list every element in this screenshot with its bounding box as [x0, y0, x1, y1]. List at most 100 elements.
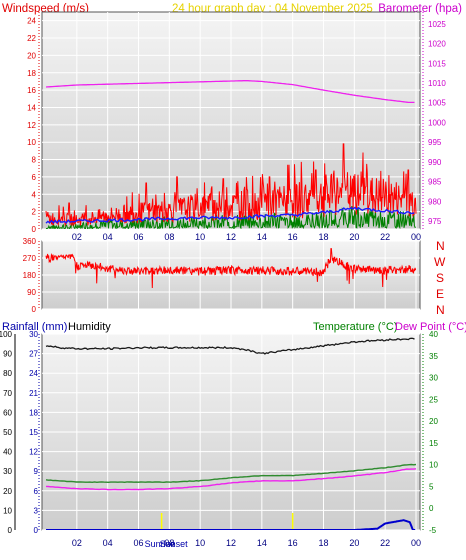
direction-y-tick-label: 360: [23, 237, 37, 246]
x-tick-label-lower: 20: [349, 538, 359, 548]
x-tick-label-wind: 14: [257, 232, 267, 242]
barometer-y-tick-label: 980: [428, 197, 442, 206]
barometer-y-tick-label: 1000: [428, 118, 446, 127]
temperature-y-tick-label: 15: [429, 439, 438, 448]
compass-label-e: E: [436, 287, 444, 301]
barometer-y-tick-label: 1015: [428, 59, 446, 68]
temperature-title: Temperature (°C): [313, 321, 397, 333]
rain-y-tick-label: 9: [34, 467, 39, 476]
barometer-y-tick-label: 1020: [428, 40, 446, 49]
axis-labels: 0202040406060808101012121414161618182020…: [0, 12, 446, 548]
x-tick-label-lower: 00: [411, 538, 421, 548]
humidity-title: Humidity: [68, 321, 111, 333]
wind-average-line: [45, 206, 415, 224]
rain-y-tick-label: 3: [34, 506, 39, 515]
wind-gust-line: [45, 143, 417, 227]
dewpoint-line: [45, 468, 417, 491]
x-tick-label-lower: 16: [288, 538, 298, 548]
sunrise-label: Sunrise: [145, 539, 176, 549]
rain-y-tick-label: 15: [29, 428, 38, 437]
compass-label-n-bottom: N: [436, 303, 445, 317]
temperature-y-tick-label: 30: [429, 374, 438, 383]
wind-y-tick-label: 24: [27, 17, 36, 26]
barometer-y-tick-label: 985: [428, 178, 442, 187]
x-tick-label-lower: 04: [103, 538, 113, 548]
compass-label-w: W: [434, 255, 446, 269]
x-tick-label-wind: 00: [411, 232, 421, 242]
humidity-line: [45, 337, 415, 355]
temperature-y-tick-label: 0: [429, 504, 434, 513]
humidity-y-tick-label: 20: [3, 487, 12, 496]
x-tick-label-wind: 08: [164, 232, 174, 242]
x-tick-label-lower: 14: [257, 538, 267, 548]
rain-y-tick-label: 21: [29, 389, 38, 398]
humidity-y-tick-label: 30: [3, 467, 12, 476]
wind-y-tick-label: 22: [27, 34, 36, 43]
barometer-y-tick-label: 1025: [428, 20, 446, 29]
wind-y-tick-label: 14: [27, 103, 36, 112]
x-tick-label-lower: 08: [164, 538, 174, 548]
temperature-y-tick-label: 40: [429, 330, 438, 339]
rain-y-tick-label: 18: [29, 408, 38, 417]
wind-y-tick-label: 20: [27, 51, 36, 60]
compass-labels: N W S E N: [434, 239, 446, 317]
direction-y-tick-label: 270: [23, 254, 37, 263]
rain-y-tick-label: 12: [29, 448, 38, 457]
wind-y-tick-label: 8: [32, 156, 37, 165]
humidity-y-tick-label: 50: [3, 428, 12, 437]
wind-y-tick-label: 18: [27, 69, 36, 78]
wind-y-tick-label: 4: [32, 190, 37, 199]
humidity-y-tick-label: 80: [3, 369, 12, 378]
grid-lines: [42, 12, 420, 531]
direction-y-tick-label: 0: [32, 305, 37, 314]
direction-series-group: [45, 248, 417, 289]
wind-y-tick-label: 0: [32, 225, 37, 234]
wind-series-group: [45, 80, 417, 229]
humidity-y-tick-label: 70: [3, 389, 12, 398]
barometer-y-tick-label: 1005: [428, 99, 446, 108]
temperature-y-tick-label: 5: [429, 482, 434, 491]
x-tick-label-wind: 22: [380, 232, 390, 242]
barometer-y-tick-label: 995: [428, 138, 442, 147]
temperature-y-tick-label: 20: [429, 417, 438, 426]
barometer-y-tick-label: 1010: [428, 79, 446, 88]
wind-y-tick-label: 6: [32, 173, 37, 182]
x-tick-label-wind: 12: [226, 232, 236, 242]
x-tick-label-wind: 06: [133, 232, 143, 242]
humidity-y-tick-label: 40: [3, 448, 12, 457]
humidity-y-tick-label: 90: [3, 350, 12, 359]
rain-y-tick-label: 0: [34, 526, 39, 535]
humidity-y-tick-label: 60: [3, 408, 12, 417]
direction-y-tick-label: 180: [23, 271, 37, 280]
x-tick-label-lower: 18: [318, 538, 328, 548]
humidity-y-tick-label: 10: [3, 506, 12, 515]
x-tick-label-lower: 22: [380, 538, 390, 548]
rain-y-tick-label: 27: [29, 350, 38, 359]
dewpoint-title: Dew Point (°C): [395, 321, 466, 333]
wind-y-tick-label: 16: [27, 86, 36, 95]
x-tick-label-wind: 10: [195, 232, 205, 242]
barometer-y-tick-label: 990: [428, 158, 442, 167]
x-tick-label-lower: 02: [72, 538, 82, 548]
x-tick-label-lower: 12: [226, 538, 236, 548]
series-layer: [45, 80, 417, 530]
rain-y-tick-label: 30: [29, 330, 38, 339]
compass-label-n-top: N: [436, 239, 445, 253]
temperature-y-tick-label: 10: [429, 461, 438, 470]
wind-direction-line: [45, 248, 417, 289]
temperature-y-tick-label: -5: [429, 526, 437, 535]
temperature-line: [45, 463, 417, 484]
x-tick-label-wind: 16: [288, 232, 298, 242]
wind-y-tick-label: 10: [27, 138, 36, 147]
temperature-y-tick-label: 25: [429, 395, 438, 404]
rain-y-tick-label: 24: [29, 369, 38, 378]
x-tick-label-wind: 02: [72, 232, 82, 242]
sunset-label: Sunset: [160, 539, 189, 549]
x-tick-label-wind: 04: [103, 232, 113, 242]
humidity-y-tick-label: 0: [8, 526, 13, 535]
wind-y-tick-label: 2: [32, 208, 37, 217]
rain-y-tick-label: 6: [34, 487, 39, 496]
temperature-y-tick-label: 35: [429, 352, 438, 361]
